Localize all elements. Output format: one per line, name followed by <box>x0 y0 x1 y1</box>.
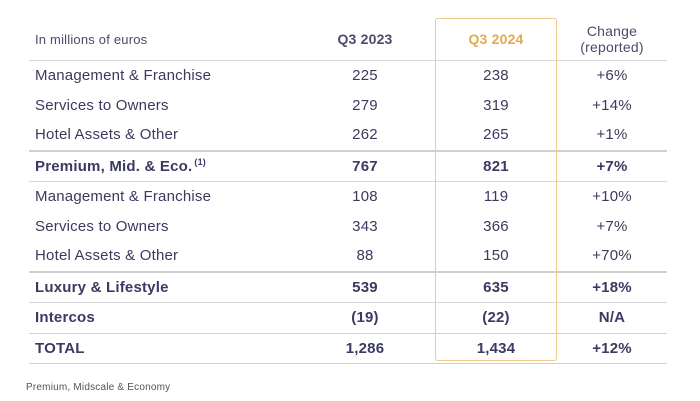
row-change: +1% <box>596 126 628 144</box>
subtotal-row-premium: Premium, Mid. & Eco. (1) 767 821 +7% <box>29 149 667 182</box>
row-label: Services to Owners <box>35 217 169 235</box>
row-label: Hotel Assets & Other <box>35 126 179 144</box>
row-q3-2024: 319 <box>483 96 509 114</box>
header-q3-2024: Q3 2024 <box>468 31 524 47</box>
row-label: Hotel Assets & Other <box>35 247 179 265</box>
row-q3-2023: 225 <box>352 67 378 85</box>
row-change: +7% <box>596 157 628 175</box>
header-q3-2023: Q3 2023 <box>337 31 393 47</box>
row-label: Intercos <box>35 309 95 327</box>
table-row: Management & Franchise 225 238 +6% <box>29 61 667 91</box>
row-q3-2023: 262 <box>352 126 378 144</box>
header-change-line1: Change <box>586 23 638 39</box>
row-q3-2024: 635 <box>483 278 509 296</box>
row-label: Services to Owners <box>35 96 169 114</box>
row-change: +7% <box>596 217 628 235</box>
table-row: Hotel Assets & Other 88 150 +70% <box>29 241 667 271</box>
footnote-marker: (1) <box>194 157 206 168</box>
row-q3-2024: 150 <box>483 247 509 265</box>
row-q3-2023: 767 <box>352 157 378 175</box>
row-label: Luxury & Lifestyle <box>35 278 169 296</box>
row-change: +6% <box>596 67 628 85</box>
row-q3-2023: 108 <box>352 188 378 206</box>
table-header-row: In millions of euros Q3 2023 Q3 2024 Cha… <box>29 18 667 61</box>
row-label: Premium, Mid. & Eco. (1) <box>29 157 295 175</box>
intercos-row: Intercos (19) (22) N/A <box>29 303 667 334</box>
row-q3-2023: 343 <box>352 217 378 235</box>
header-change-line2: (reported) <box>580 39 644 55</box>
revenue-table: In millions of euros Q3 2023 Q3 2024 Cha… <box>29 18 667 364</box>
header-change: Change (reported) <box>557 23 667 55</box>
row-q3-2024: 265 <box>483 126 509 144</box>
row-label: Management & Franchise <box>35 67 212 85</box>
row-q3-2024: 366 <box>483 217 509 235</box>
row-q3-2023: 539 <box>352 278 378 296</box>
row-q3-2024: 119 <box>483 188 509 206</box>
subtotal-row-luxury: Luxury & Lifestyle 539 635 +18% <box>29 270 667 303</box>
row-change: +10% <box>592 188 632 206</box>
total-row: TOTAL 1,286 1,434 +12% <box>29 334 667 364</box>
row-change: +18% <box>592 278 632 296</box>
row-label: TOTAL <box>35 339 85 357</box>
header-label: In millions of euros <box>35 31 148 47</box>
footnote: Premium, Midscale & Economy <box>26 382 171 393</box>
row-q3-2024: 238 <box>483 67 509 85</box>
row-q3-2024: 821 <box>483 157 509 175</box>
row-q3-2023: (19) <box>351 309 379 327</box>
row-q3-2024: 1,434 <box>476 339 516 357</box>
table-row: Management & Franchise 108 119 +10% <box>29 182 667 212</box>
subtotal-label-text: Premium, Mid. & Eco. <box>35 158 193 176</box>
row-q3-2023: 279 <box>352 96 378 114</box>
row-change: +14% <box>592 96 632 114</box>
row-change: +12% <box>592 339 632 357</box>
table-row: Services to Owners 279 319 +14% <box>29 91 667 121</box>
row-q3-2023: 88 <box>356 247 374 265</box>
row-q3-2023: 1,286 <box>345 339 385 357</box>
table-row: Hotel Assets & Other 262 265 +1% <box>29 120 667 150</box>
row-change: +70% <box>592 247 632 265</box>
table-row: Services to Owners 343 366 +7% <box>29 212 667 242</box>
row-label: Management & Franchise <box>35 188 212 206</box>
row-q3-2024: (22) <box>482 309 510 327</box>
row-change: N/A <box>598 309 626 327</box>
